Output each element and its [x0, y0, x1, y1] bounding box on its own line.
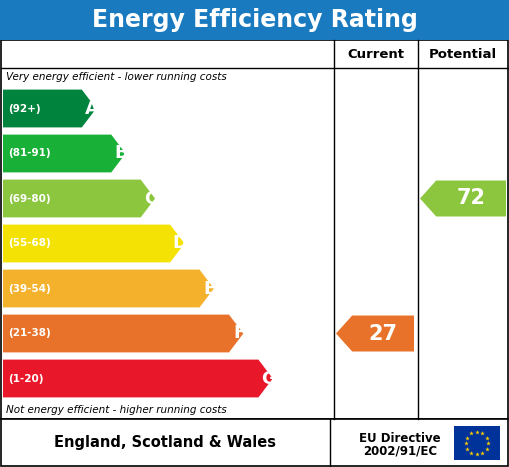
Text: C: C: [144, 190, 157, 207]
Text: E: E: [204, 280, 216, 297]
Text: Current: Current: [348, 48, 405, 61]
Polygon shape: [3, 360, 273, 397]
Text: A: A: [85, 99, 99, 118]
Text: Potential: Potential: [429, 48, 497, 61]
Text: 72: 72: [457, 189, 486, 208]
Text: G: G: [261, 369, 276, 388]
Polygon shape: [3, 269, 214, 307]
Text: Not energy efficient - higher running costs: Not energy efficient - higher running co…: [6, 405, 227, 415]
Text: 27: 27: [369, 324, 398, 344]
Text: England, Scotland & Wales: England, Scotland & Wales: [54, 436, 276, 451]
Polygon shape: [420, 181, 506, 217]
Text: (92+): (92+): [8, 104, 41, 113]
Text: B: B: [115, 144, 128, 163]
Text: 2002/91/EC: 2002/91/EC: [363, 445, 437, 458]
Bar: [454, 426, 500, 460]
Text: F: F: [233, 325, 245, 342]
Text: D: D: [173, 234, 188, 253]
Text: Very energy efficient - lower running costs: Very energy efficient - lower running co…: [6, 72, 227, 82]
Bar: [1, 40, 508, 419]
Text: (69-80): (69-80): [8, 193, 50, 204]
Text: (39-54): (39-54): [8, 283, 51, 293]
Polygon shape: [336, 316, 414, 352]
Polygon shape: [3, 180, 155, 218]
Polygon shape: [3, 225, 184, 262]
Text: (81-91): (81-91): [8, 149, 50, 158]
Text: Energy Efficiency Rating: Energy Efficiency Rating: [92, 8, 417, 32]
Text: (1-20): (1-20): [8, 374, 43, 383]
Bar: [1, 419, 508, 466]
Text: (55-68): (55-68): [8, 239, 51, 248]
Polygon shape: [3, 315, 243, 353]
Polygon shape: [3, 90, 96, 127]
Bar: [0, 0, 509, 40]
Text: EU Directive: EU Directive: [359, 432, 441, 445]
Polygon shape: [3, 134, 126, 172]
Text: (21-38): (21-38): [8, 328, 51, 339]
